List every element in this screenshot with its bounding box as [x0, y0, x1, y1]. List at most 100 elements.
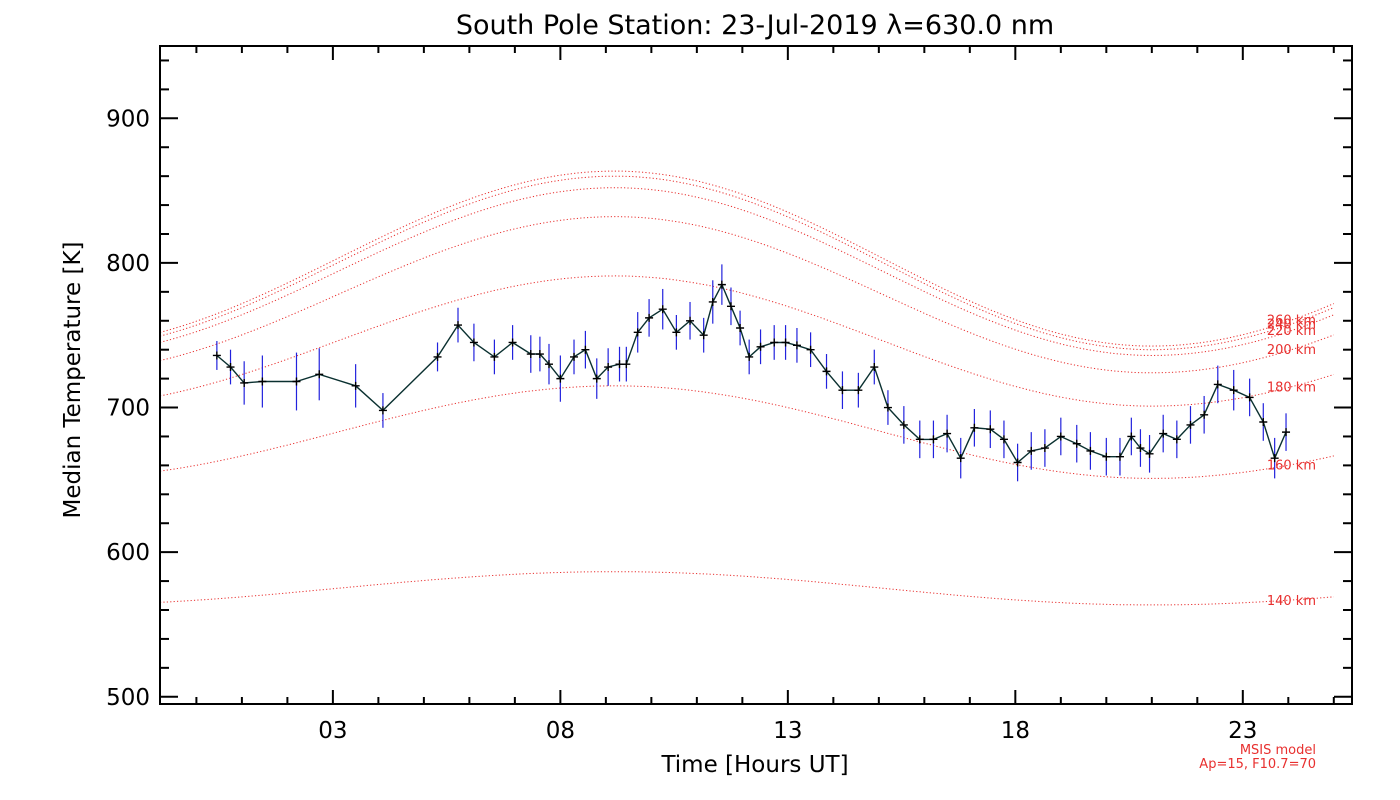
model-curve-label: 240 km [1267, 317, 1316, 332]
data-point [258, 377, 267, 386]
model-curve [159, 170, 1334, 347]
data-point [686, 316, 695, 325]
model-curve [159, 175, 1334, 351]
data-point [240, 378, 249, 387]
data-point [1259, 418, 1268, 426]
model-note-line1: MSIS model [1240, 743, 1316, 758]
data-point [1086, 446, 1095, 455]
data-point [1115, 452, 1124, 461]
data-point [570, 352, 579, 361]
data-point [1159, 429, 1168, 438]
data-point [1056, 432, 1065, 441]
data-point [883, 403, 892, 412]
data-point [292, 377, 301, 386]
error-bars [216, 264, 1287, 482]
data-point [745, 352, 754, 361]
data-point [970, 423, 979, 432]
data-point [956, 454, 965, 463]
data-point [1186, 420, 1195, 429]
data-point [838, 386, 847, 395]
data-point [1229, 386, 1238, 395]
data-point [490, 352, 499, 361]
data-point [1245, 393, 1254, 402]
data-point [806, 345, 815, 354]
data-point [469, 338, 478, 347]
model-curve-label: 160 km [1267, 458, 1316, 473]
data-point [781, 338, 790, 347]
plot-frame [159, 45, 1353, 705]
data-point [526, 350, 535, 359]
data-point [1136, 444, 1145, 453]
data-point [633, 328, 642, 337]
data-point [672, 328, 681, 337]
data-point [535, 350, 544, 359]
data-point [556, 374, 565, 383]
data-point [378, 406, 387, 415]
data-point [1213, 380, 1222, 389]
data-point [645, 313, 654, 322]
y-tick-label: 800 [106, 251, 150, 277]
x-axis-label: Time [Hours UT] [660, 752, 848, 778]
data-point [315, 370, 324, 379]
data-point [756, 342, 765, 351]
data-point [658, 305, 667, 314]
data-point [929, 435, 938, 444]
y-axis: 500 600 700 800 900 [106, 59, 1352, 711]
data-point [717, 280, 726, 289]
data-point [592, 374, 601, 383]
data-point [581, 345, 590, 354]
data-point [854, 386, 863, 395]
data-point [433, 352, 442, 361]
data-point [544, 360, 553, 369]
data-point [726, 302, 735, 311]
data-point [1027, 446, 1036, 455]
data-point [999, 435, 1008, 444]
data-point [622, 360, 631, 369]
data-point [1127, 432, 1136, 441]
data-line [216, 282, 1287, 464]
data-point [1102, 452, 1111, 461]
data-point [1282, 428, 1291, 437]
data-point [1270, 454, 1279, 463]
data-point [351, 381, 360, 390]
data-point [615, 360, 624, 369]
chart-title: South Pole Station: 23-Jul-2019 λ=630.0 … [456, 10, 1054, 41]
model-curve-label: 180 km [1267, 380, 1316, 395]
model-curve [159, 275, 1334, 407]
data-point [1013, 458, 1022, 467]
model-curve-label: 200 km [1267, 343, 1316, 358]
data-point [454, 321, 462, 330]
y-tick-label: 500 [106, 685, 150, 711]
data-point [943, 429, 952, 438]
data-point [1145, 449, 1154, 458]
data-point [736, 324, 745, 332]
model-curve [159, 187, 1334, 357]
model-curve-label: 140 km [1267, 594, 1316, 609]
x-tick-label: 08 [546, 718, 575, 744]
model-curve [159, 571, 1334, 606]
data-point [708, 297, 717, 306]
x-tick-label: 03 [318, 718, 347, 744]
data-point [822, 367, 831, 376]
data-point [699, 331, 708, 340]
data-markers [212, 280, 1291, 467]
model-curve [159, 216, 1334, 374]
data-point [226, 363, 235, 372]
x-tick-label: 23 [1228, 718, 1257, 744]
data-point [915, 435, 924, 444]
model-curve-label: 220 km [1267, 324, 1316, 339]
model-note-line2: Ap=15, F10.7=70 [1199, 757, 1316, 772]
model-curve [159, 385, 1334, 479]
x-tick-label: 18 [1001, 718, 1030, 744]
data-point [870, 363, 879, 372]
data-point [986, 425, 995, 434]
data-point [508, 338, 517, 347]
data-point [1040, 444, 1049, 453]
data-point [770, 338, 779, 347]
y-tick-label: 700 [106, 396, 150, 422]
model-curves [159, 170, 1334, 606]
data-point [1200, 410, 1209, 419]
data-point [604, 363, 613, 372]
